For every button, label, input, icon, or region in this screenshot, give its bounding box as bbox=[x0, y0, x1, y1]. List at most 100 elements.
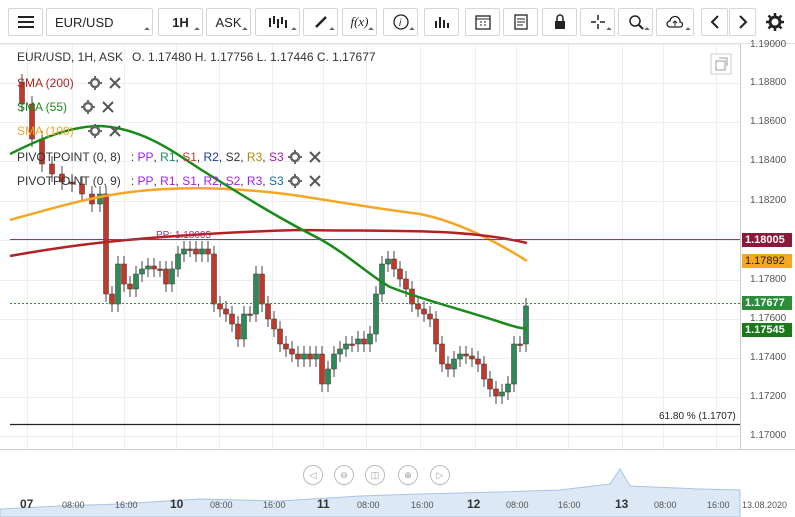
gear-icon[interactable] bbox=[87, 124, 102, 138]
candle-body bbox=[361, 338, 367, 345]
close-icon[interactable] bbox=[308, 150, 322, 164]
y-tick: 1.17200 bbox=[750, 391, 787, 402]
candle-body bbox=[247, 313, 253, 316]
info-button[interactable]: i bbox=[383, 8, 418, 36]
close-icon[interactable] bbox=[108, 76, 122, 90]
y-tick: 1.18400 bbox=[750, 155, 787, 166]
candle-body bbox=[265, 303, 271, 320]
candle-body bbox=[271, 318, 277, 330]
x-time: 16:00 bbox=[707, 500, 730, 510]
candle-body bbox=[69, 181, 75, 185]
gear-icon[interactable] bbox=[287, 174, 302, 188]
sma55-line bbox=[9, 124, 528, 330]
x-end-date: 13.08.2020 bbox=[742, 500, 788, 510]
price-side-selector[interactable]: ASK bbox=[206, 8, 251, 36]
menu-icon bbox=[17, 16, 34, 28]
close-icon[interactable] bbox=[108, 124, 122, 138]
volume-button[interactable] bbox=[424, 8, 459, 36]
nav-reset-button[interactable]: ◫ bbox=[365, 465, 385, 485]
settings-button[interactable] bbox=[760, 8, 790, 36]
x-day: 13 bbox=[615, 497, 629, 511]
sma100-line bbox=[9, 186, 528, 263]
candle-body bbox=[403, 278, 409, 290]
timeframe-selector[interactable]: 1H bbox=[158, 8, 203, 36]
symbol-text: EUR/USD bbox=[55, 14, 114, 30]
symbol-selector[interactable]: EUR/USD bbox=[46, 8, 153, 36]
pivot2-s1: S1 bbox=[182, 174, 197, 188]
candle-body bbox=[289, 348, 295, 355]
notes-button[interactable] bbox=[503, 8, 538, 36]
gear-icon[interactable] bbox=[81, 100, 96, 114]
menu-button[interactable] bbox=[8, 8, 43, 36]
candle-body bbox=[151, 265, 157, 270]
chart-area[interactable]: EUR/USD, 1H, ASK O. 1.17480 H. 1.17756 L… bbox=[0, 39, 795, 517]
pencil-icon bbox=[314, 16, 327, 28]
pivot2-legend: PIVOTPOINT (0, 9) : PP, R1, S1, R2, S2, … bbox=[17, 174, 322, 188]
draw-button[interactable] bbox=[303, 8, 338, 36]
pivot2-r1: R1 bbox=[160, 174, 176, 188]
pivot2-pp: PP bbox=[137, 174, 154, 188]
scroll-left-button[interactable] bbox=[701, 8, 728, 36]
scroll-right-button[interactable] bbox=[729, 8, 756, 36]
indicators-button[interactable]: f(x) bbox=[342, 8, 377, 36]
popout-icon[interactable] bbox=[710, 53, 732, 75]
candle-body bbox=[79, 183, 85, 195]
zoom-in-icon: ⊕ bbox=[404, 469, 412, 480]
candle-body bbox=[511, 343, 517, 385]
y-tick: 1.17800 bbox=[750, 274, 787, 285]
sma100-price-label: 1.17892 bbox=[742, 254, 792, 268]
sma55-label: SMA (55) bbox=[17, 100, 68, 114]
candle-body bbox=[223, 308, 229, 315]
price-chart[interactable] bbox=[0, 44, 795, 517]
candle-body bbox=[121, 263, 127, 285]
pp-line-label: PP: 1.18005 bbox=[156, 230, 212, 241]
y-tick: 1.17000 bbox=[750, 430, 787, 441]
gear-icon[interactable] bbox=[87, 76, 102, 90]
pivot1-pp: PP bbox=[137, 150, 154, 164]
nav-zoom-in-button[interactable]: ⊕ bbox=[398, 465, 418, 485]
x-time: 08:00 bbox=[654, 500, 677, 510]
pivot1-r1: R1 bbox=[160, 150, 176, 164]
ohlc-values: O. 1.17480 H. 1.17756 L. 1.17446 C. 1.17… bbox=[132, 50, 376, 64]
y-tick: 1.18200 bbox=[750, 195, 787, 206]
candle-body bbox=[349, 343, 355, 346]
timeframe-text: 1H bbox=[172, 14, 189, 30]
candle-body bbox=[19, 81, 25, 105]
nav-prev-button[interactable]: ◁ bbox=[303, 465, 323, 485]
sma55-price-label: 1.17545 bbox=[742, 323, 792, 337]
candle-body bbox=[319, 353, 325, 385]
candle-body bbox=[235, 323, 241, 340]
calendar-button[interactable] bbox=[465, 8, 500, 36]
candle-body bbox=[487, 378, 493, 390]
x-time: 08:00 bbox=[210, 500, 233, 510]
chart-type-button[interactable] bbox=[255, 8, 300, 36]
crosshair-button[interactable] bbox=[580, 8, 615, 36]
candle-body bbox=[463, 353, 469, 357]
candle-body bbox=[253, 273, 259, 315]
candle-body bbox=[499, 391, 505, 397]
candle-body bbox=[391, 258, 397, 270]
close-icon[interactable] bbox=[101, 100, 115, 114]
triangle-right-icon: ▷ bbox=[436, 469, 444, 480]
nav-next-button[interactable]: ▷ bbox=[430, 465, 450, 485]
zoom-icon bbox=[628, 15, 644, 30]
gear-icon[interactable] bbox=[287, 150, 302, 164]
x-time: 08:00 bbox=[62, 500, 85, 510]
candle-body bbox=[355, 338, 361, 345]
nav-zoom-out-button[interactable]: ⊖ bbox=[334, 465, 354, 485]
candle-body bbox=[343, 343, 349, 350]
navigator-area[interactable] bbox=[0, 468, 741, 517]
x-day: 07 bbox=[20, 497, 34, 511]
share-button[interactable] bbox=[656, 8, 694, 36]
y-tick: 1.18600 bbox=[750, 116, 787, 127]
close-icon[interactable] bbox=[308, 174, 322, 188]
lock-button[interactable] bbox=[542, 8, 577, 36]
y-tick: 1.18800 bbox=[750, 77, 787, 88]
candle-body bbox=[187, 248, 193, 251]
zoom-button[interactable] bbox=[618, 8, 653, 36]
candle-body bbox=[313, 353, 319, 360]
instrument-label: EUR/USD, 1H, ASK bbox=[17, 50, 124, 64]
candle-body bbox=[379, 263, 385, 295]
chart-header: EUR/USD, 1H, ASK O. 1.17480 H. 1.17756 L… bbox=[17, 50, 376, 64]
pp-price-label: 1.18005 bbox=[742, 233, 792, 247]
